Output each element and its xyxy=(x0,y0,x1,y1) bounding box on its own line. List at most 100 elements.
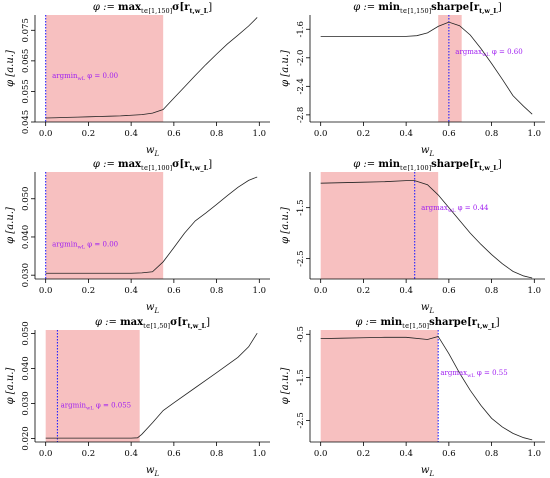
title-close-bracket: ] xyxy=(496,317,500,328)
x-tick-label: 0.6 xyxy=(442,129,456,139)
x-tick-label: 0.2 xyxy=(357,286,371,296)
x-axis-label-main: w xyxy=(146,145,155,156)
x-axis-label: wL xyxy=(146,145,160,158)
y-axis-label: φ [a.u.] xyxy=(280,368,291,405)
title-operator: min xyxy=(378,159,400,170)
y-tick-label: 0.075 xyxy=(21,18,31,42)
x-tick-label: 0.6 xyxy=(167,449,181,459)
title-phi: φ := xyxy=(93,2,118,13)
annotation-value: φ = 0.44 xyxy=(455,204,489,212)
data-series-line xyxy=(45,176,258,274)
title-subscript: t,w_L xyxy=(479,164,498,172)
optimum-annotation: argminwL φ = 0.00 xyxy=(52,72,118,82)
title-phi: φ := xyxy=(93,159,118,170)
chart-title: φ := mint∈[1,50]sharpe[rt,w_L] xyxy=(355,317,499,330)
chart-title: φ := mint∈[1,100]sharpe[rt,w_L] xyxy=(353,159,502,172)
chart-title: φ := maxt∈[1,150]σ[rt,w_L] xyxy=(93,2,212,15)
title-range: t∈[1,50] xyxy=(143,322,170,330)
annotation-subscript: wL xyxy=(86,406,94,412)
x-tick-label: 0.4 xyxy=(124,129,138,139)
annotation-subscript: wL xyxy=(77,245,85,251)
optimum-annotation: argmaxwL φ = 0.60 xyxy=(455,48,522,58)
x-axis-label-subscript: L xyxy=(153,307,159,315)
y-tick-label: -1.6 xyxy=(296,21,306,37)
chart-title: φ := maxt∈[1,100]σ[rt,w_L] xyxy=(93,159,212,172)
title-statistic: sharpe[r xyxy=(429,317,478,328)
x-axis-label-main: w xyxy=(421,465,430,476)
x-tick-label: 0.2 xyxy=(357,129,371,139)
x-tick-label: 0.0 xyxy=(39,449,53,459)
annotation-subscript: wL xyxy=(448,208,456,214)
title-subscript: t,w_L xyxy=(479,7,498,15)
y-tick-label: 0.030 xyxy=(21,263,31,287)
y-axis-label: φ [a.u.] xyxy=(5,368,16,405)
y-tick-label: 0.050 xyxy=(21,187,31,211)
x-tick-label: 1.0 xyxy=(528,129,542,139)
optimum-annotation: argmaxwL φ = 0.44 xyxy=(421,204,489,214)
annotation-value: φ = 0.055 xyxy=(94,402,131,410)
x-axis-label-main: w xyxy=(421,145,430,156)
x-tick-label: 1.0 xyxy=(253,129,267,139)
title-statistic: sharpe[r xyxy=(431,159,480,170)
x-tick-label: 0.6 xyxy=(167,286,181,296)
x-axis-label-subscript: L xyxy=(428,307,434,315)
title-close-bracket: ] xyxy=(208,159,212,170)
x-tick-label: 0.8 xyxy=(485,286,499,296)
data-series-line xyxy=(45,17,258,119)
title-close-bracket: ] xyxy=(206,317,210,328)
x-tick-label: 0.0 xyxy=(314,449,328,459)
x-tick-label: 0.8 xyxy=(210,129,224,139)
y-tick-label: -2.8 xyxy=(296,107,306,123)
chart-panel-1: 0.0 0.2 0.4 0.6 0.8 1.0 0.045 0.055 0.065 0.075 ar… xyxy=(5,2,270,158)
x-tick-label: 0.0 xyxy=(39,129,53,139)
title-phi: φ := xyxy=(353,2,378,13)
x-axis-label-subscript: L xyxy=(428,150,434,158)
y-tick-label: 0.040 xyxy=(21,356,31,380)
title-range: t∈[1,100] xyxy=(141,164,172,172)
highlight-band xyxy=(45,15,164,122)
title-range: t∈[1,100] xyxy=(400,164,431,172)
x-axis-label-main: w xyxy=(421,302,430,313)
x-axis-label: wL xyxy=(421,302,435,315)
x-axis-label: wL xyxy=(421,145,435,158)
title-statistic: sharpe[r xyxy=(431,2,480,13)
annotation-op: argmax xyxy=(421,204,448,212)
highlight-band xyxy=(320,172,439,279)
annotation-subscript: wL xyxy=(482,52,490,58)
title-phi: φ := xyxy=(355,317,380,328)
y-tick-label: 0.055 xyxy=(21,79,31,103)
y-axis-label: φ [a.u.] xyxy=(5,207,16,244)
title-statistic: σ[r xyxy=(170,317,188,328)
title-phi: φ := xyxy=(353,159,378,170)
annotation-subscript: wL xyxy=(467,373,475,379)
y-tick-label: -2.0 xyxy=(296,50,306,66)
y-tick-label: -1.5 xyxy=(296,199,306,215)
y-tick-label: -2.4 xyxy=(296,78,306,94)
y-tick-label: -2.5 xyxy=(296,412,306,428)
x-tick-label: 0.4 xyxy=(124,286,138,296)
title-range: t∈[1,150] xyxy=(400,7,431,15)
x-axis-label-subscript: L xyxy=(153,150,159,158)
chart-panel-4: 0.0 0.2 0.4 0.6 0.8 1.0-2.5-1.5 argmaxwL φ = 0… xyxy=(280,159,545,315)
y-tick-label: -2.5 xyxy=(296,250,306,266)
optimum-annotation: argminwL φ = 0.055 xyxy=(61,402,131,412)
highlight-band xyxy=(438,15,462,122)
annotation-op: argmax xyxy=(455,48,482,56)
y-tick-label: 0.045 xyxy=(21,110,31,134)
y-tick-label: 0.065 xyxy=(21,49,31,73)
y-tick-label: 0.050 xyxy=(21,321,31,345)
x-tick-label: 0.0 xyxy=(314,129,328,139)
title-close-bracket: ] xyxy=(498,2,502,13)
highlight-band xyxy=(45,330,140,442)
title-close-bracket: ] xyxy=(498,159,502,170)
data-series-line xyxy=(320,21,533,115)
x-tick-label: 1.0 xyxy=(528,449,542,459)
x-tick-label: 0.8 xyxy=(485,129,499,139)
x-tick-label: 1.0 xyxy=(253,449,267,459)
x-tick-label: 0.0 xyxy=(39,286,53,296)
y-tick-label: 0.020 xyxy=(21,426,31,450)
annotation-value: φ = 0.55 xyxy=(475,369,508,377)
title-operator: min xyxy=(378,2,400,13)
title-statistic: σ[r xyxy=(172,2,190,13)
